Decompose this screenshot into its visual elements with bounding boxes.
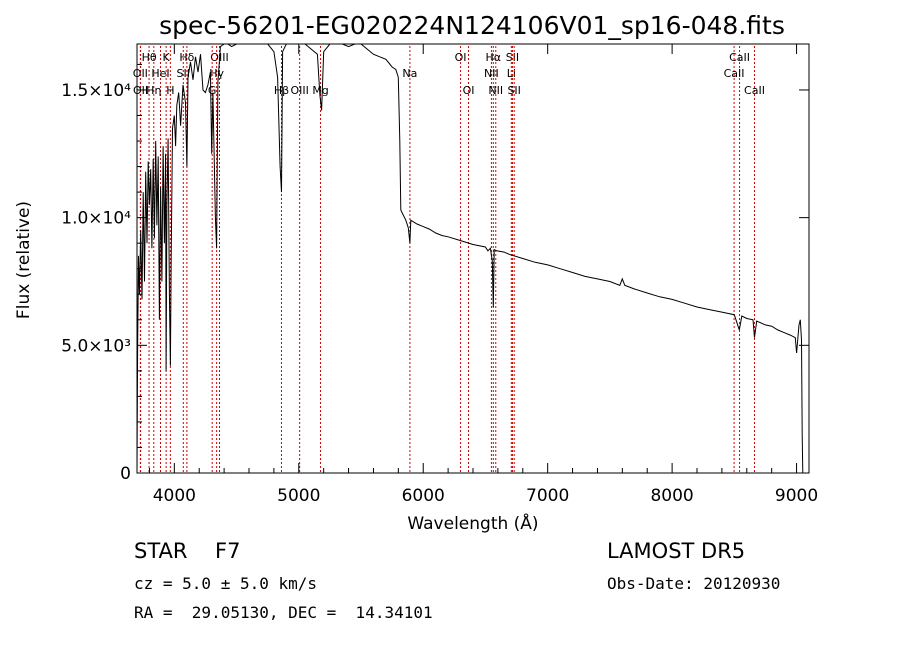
y-axis-ticks: 0 5.0×10³ 1.0×10⁴ 1.5×10⁴	[61, 63, 809, 484]
x-tick-label: 4000	[153, 486, 196, 506]
x-axis-label: Wavelength (Å)	[407, 512, 538, 534]
coordinates-text: RA = 29.05130, DEC = 14.34101	[134, 603, 433, 622]
line-marker-label: Hθ	[142, 51, 157, 64]
line-marker-label: HeI	[151, 67, 169, 80]
line-marker-label: Hβ	[274, 84, 289, 97]
y-tick-label: 1.0×10⁴	[61, 209, 131, 229]
line-marker-label: OIII	[290, 84, 308, 97]
y-tick-label: 5.0×10³	[61, 336, 131, 356]
line-marker-label: Hα	[486, 51, 502, 64]
line-marker-label: K	[163, 51, 171, 64]
observation-date: Obs-Date: 20120930	[607, 574, 781, 593]
line-marker-label: Hη	[146, 84, 161, 97]
line-marker-label: CaII	[729, 51, 750, 64]
line-marker-label: CaII	[724, 67, 745, 80]
line-marker-label: Na	[402, 67, 417, 80]
x-tick-label: 8000	[650, 486, 693, 506]
line-marker-label: SII	[507, 84, 520, 97]
x-axis-ticks: 4000 5000 6000 7000 8000 9000	[148, 44, 818, 506]
spectrum-series-line	[136, 43, 804, 474]
line-marker-label: OI	[463, 84, 475, 97]
line-marker-label: OI	[455, 51, 467, 64]
line-marker-label: SII	[506, 51, 519, 64]
redshift-text: cz = 5.0 ± 5.0 km/s	[134, 574, 318, 593]
object-class: STAR	[134, 539, 188, 563]
line-marker-label: Mg	[312, 84, 328, 97]
y-tick-label: 0	[120, 464, 131, 484]
x-tick-label: 9000	[775, 486, 818, 506]
x-tick-label: 7000	[526, 486, 569, 506]
line-marker-label: Hγ	[209, 67, 224, 80]
line-marker-label: H	[166, 84, 174, 97]
survey-name: LAMOST DR5	[607, 539, 746, 563]
object-subclass: F7	[215, 539, 241, 563]
x-tick-label: 5000	[277, 486, 320, 506]
line-marker-label: G	[208, 84, 217, 97]
line-marker-label: Li	[507, 67, 516, 80]
x-tick-label: 6000	[402, 486, 445, 506]
y-axis-label: Flux (relative)	[14, 201, 34, 319]
line-marker-label: CaII	[744, 84, 765, 97]
y-tick-label: 1.5×10⁴	[61, 81, 131, 101]
line-marker-label: NII	[488, 84, 503, 97]
line-marker-label: NII	[484, 67, 499, 80]
line-marker-label: Hδ	[179, 51, 194, 64]
chart-title: spec-56201-EG020224N124106V01_sp16-048.f…	[159, 11, 785, 40]
plot-frame	[136, 43, 810, 474]
